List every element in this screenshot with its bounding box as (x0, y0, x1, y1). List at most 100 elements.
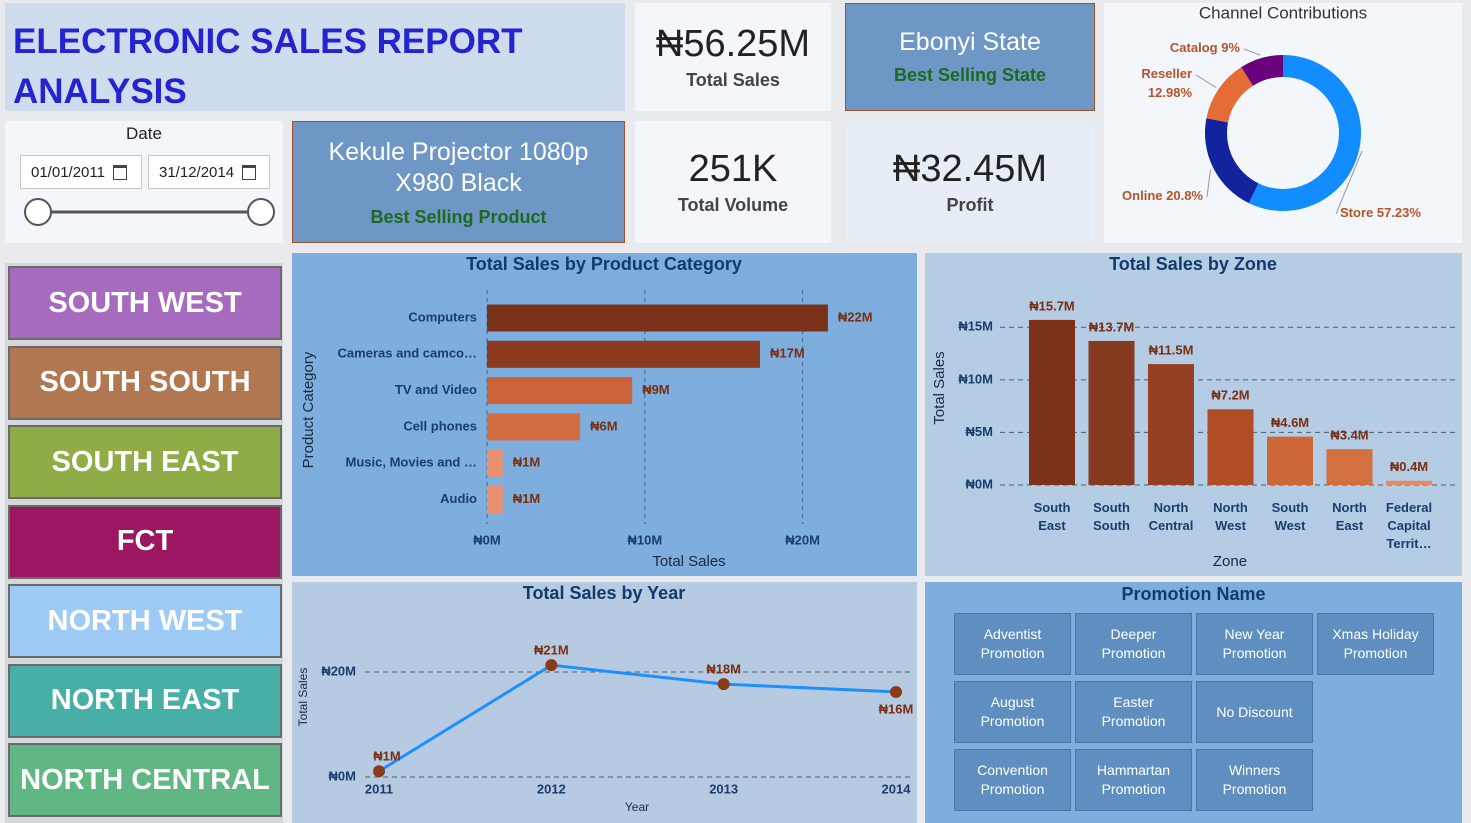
y-tick-label: Cameras and camco… (338, 346, 477, 361)
slice-value: 9% (1221, 40, 1240, 55)
point (545, 659, 558, 672)
bar (1029, 319, 1075, 485)
promotion-button[interactable]: Easter Promotion (1075, 681, 1192, 743)
value-label: ₦17M (770, 346, 805, 361)
bar (1386, 480, 1432, 485)
kpi-value: ₦32.45M (892, 148, 1048, 190)
zone-button[interactable]: SOUTH WEST (8, 266, 282, 340)
leader-line (1195, 74, 1217, 88)
promotion-button[interactable]: August Promotion (954, 681, 1071, 743)
slice-label: Reseller 12.98% (1141, 66, 1192, 100)
x-tick-label: North East (1332, 500, 1367, 533)
kpi-value: ₦56.25M (655, 23, 811, 65)
date-input[interactable]: 01/01/2011 (20, 155, 142, 189)
promotion-button[interactable]: Adventist Promotion (954, 613, 1071, 675)
x-tick-label: 2014 (882, 781, 912, 796)
donut-slice (1206, 67, 1253, 123)
value-label: ₦16M (879, 701, 914, 716)
slider-handle[interactable] (24, 198, 52, 226)
zone-button[interactable]: NORTH CENTRAL (8, 743, 282, 817)
zone-button[interactable]: NORTH EAST (8, 663, 282, 738)
slice-value: 20.8% (1166, 188, 1203, 203)
promotion-button[interactable]: Hammartan Promotion (1075, 749, 1192, 811)
y-tick-label: ₦0M (966, 476, 993, 491)
kpi-label: Best Selling State (893, 65, 1047, 85)
slice-category: Reseller (1141, 66, 1192, 81)
y-tick-label: TV and Video (395, 382, 477, 397)
bar (487, 340, 761, 368)
promotion-button[interactable]: Convention Promotion (954, 749, 1071, 811)
y-tick-label: ₦5M (966, 424, 993, 439)
value-label: ₦1M (513, 491, 540, 506)
x-tick-label: South South (1093, 500, 1130, 533)
y-axis-title: Total Sales (931, 351, 948, 424)
kpi-card: ₦32.45M Profit (845, 121, 1095, 243)
bar (1267, 436, 1313, 485)
value-label: ₦1M (373, 749, 400, 764)
y-tick-label: ₦15M (958, 319, 993, 334)
kpi-value: Ebonyi State (899, 28, 1041, 56)
x-tick-label: 2013 (709, 781, 738, 796)
value-label: ₦0.4M (1390, 459, 1428, 474)
y-axis-title: Product Category (300, 351, 317, 468)
bar (487, 413, 581, 441)
y-tick-label: Cell phones (403, 418, 477, 433)
chart-title: Total Sales by Year (523, 583, 685, 603)
value-label: ₦7.2M (1211, 388, 1249, 403)
y-tick-label: Audio (440, 491, 477, 506)
kpi-value: 251K (688, 148, 778, 190)
y-tick-label: ₦0M (329, 768, 356, 783)
point (373, 765, 385, 778)
leader-line (1206, 169, 1212, 198)
x-tick-label: ₦0M (473, 532, 500, 547)
promotion-button[interactable]: No Discount (1196, 681, 1313, 743)
kpi-label: Best Selling Product (370, 206, 547, 227)
date-start: 01/01/2011 (31, 163, 105, 181)
x-tick-label: North West (1213, 500, 1248, 533)
slice-label: Catalog 9% (1170, 40, 1241, 55)
point (890, 685, 902, 698)
x-axis-title: Total Sales (652, 553, 725, 570)
kpi-label: Total Sales (686, 70, 780, 90)
value-label: ₦21M (534, 643, 569, 658)
slicer-title: Date (126, 124, 162, 143)
bar (487, 304, 828, 332)
x-tick-label: Federal Capital Territ… (1385, 500, 1433, 551)
slider-handle[interactable] (247, 198, 275, 226)
zone-button[interactable]: SOUTH EAST (8, 425, 282, 499)
chart-title: Total Sales by Product Category (466, 254, 742, 274)
kpi-card: ₦56.25M Total Sales (635, 3, 831, 111)
zone-button[interactable]: NORTH WEST (8, 584, 282, 658)
promotion-button[interactable]: New Year Promotion (1196, 613, 1313, 675)
header-panel: ELECTRONIC SALES REPORT ANALYSIS (5, 3, 625, 111)
slice-label: Online 20.8% (1122, 188, 1203, 203)
calendar-icon (112, 164, 127, 180)
promotion-button[interactable]: Winners Promotion (1196, 749, 1313, 811)
bar (487, 377, 633, 405)
slicer-title: Promotion Name (1121, 584, 1266, 604)
zone-button[interactable]: SOUTH SOUTH (8, 345, 282, 420)
date-input[interactable]: 31/12/2014 (148, 155, 270, 189)
x-tick-label: 2011 (365, 781, 393, 796)
promotion-button[interactable]: Xmas Holiday Promotion (1317, 613, 1434, 675)
value-label: ₦18M (706, 662, 741, 677)
bar (487, 449, 503, 477)
x-tick-label: South East (1033, 500, 1071, 533)
x-tick-label: North Central (1148, 500, 1194, 533)
bar (1207, 409, 1254, 485)
x-tick-label: 2012 (537, 781, 566, 796)
kpi-card: Ebonyi State Best Selling State (845, 3, 1095, 111)
slice-category: Store (1340, 205, 1373, 220)
kpi-card: 251K Total Volume (635, 121, 831, 243)
x-tick-label: South West (1271, 500, 1309, 533)
date-end: 31/12/2014 (159, 163, 235, 181)
value-label: ₦13.7M (1089, 319, 1135, 334)
promotion-button[interactable]: Deeper Promotion (1075, 613, 1192, 675)
zone-button[interactable]: FCT (8, 504, 282, 579)
slice-category: Catalog (1170, 40, 1218, 55)
y-axis-title: Total Sales (296, 668, 310, 727)
slice-value: 12.98% (1148, 85, 1193, 100)
donut-slice (1204, 118, 1259, 204)
